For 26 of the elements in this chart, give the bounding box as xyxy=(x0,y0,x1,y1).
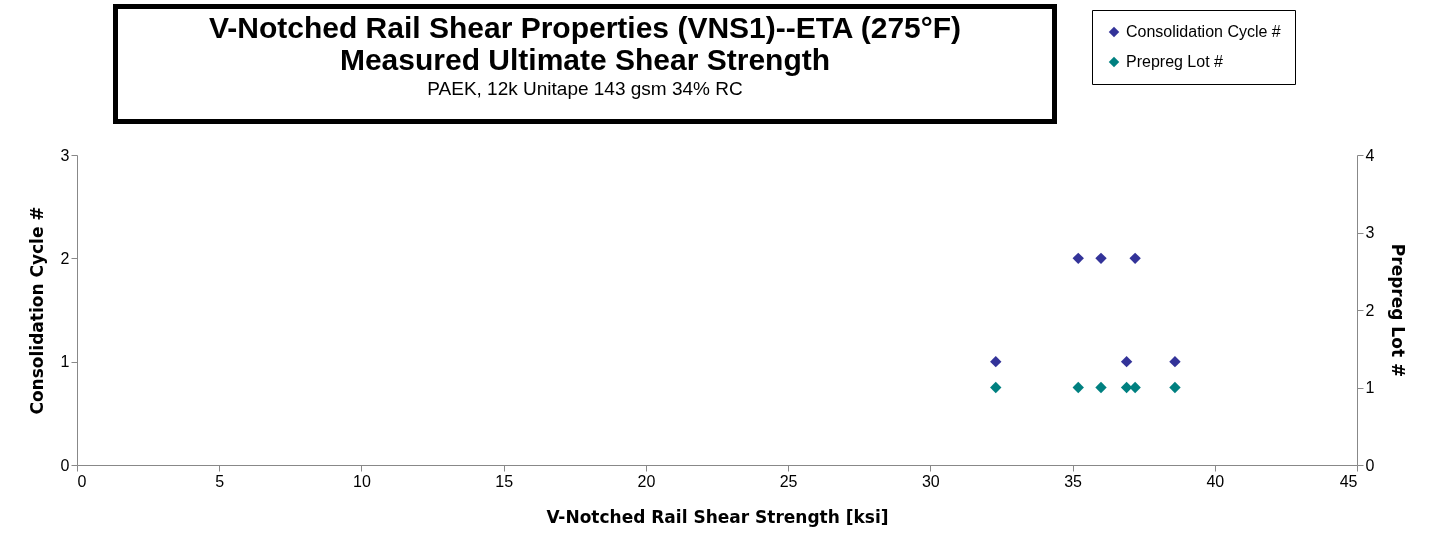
y-tick-label: 2 xyxy=(60,249,70,267)
x-tick-label: 20 xyxy=(637,472,656,490)
x-tick-label: 0 xyxy=(77,472,87,490)
x-tick-label: 40 xyxy=(1206,472,1225,490)
y2-tick-label: 0 xyxy=(1365,456,1375,474)
y2-tick-label: 1 xyxy=(1365,379,1375,396)
x-tick-label: 25 xyxy=(779,472,798,490)
y-axis-title: Consolidation Cycle # xyxy=(26,206,47,415)
legend-label: Prepreg Lot # xyxy=(1126,53,1224,70)
chart-subtitle: PAEK, 12k Unitape 143 gsm 34% RC xyxy=(426,78,744,100)
x-axis-title: V-Notched Rail Shear Strength [ksi] xyxy=(546,506,889,527)
y-tick-label: 1 xyxy=(60,353,70,371)
x-tick-label: 30 xyxy=(921,472,940,490)
x-tick-label: 15 xyxy=(495,472,514,490)
y2-axis-title: Prepreg Lot # xyxy=(1388,243,1409,378)
y-tick-label: 3 xyxy=(60,146,70,164)
legend-label: Consolidation Cycle # xyxy=(1126,23,1281,40)
y2-tick-label: 3 xyxy=(1365,224,1375,241)
chart-title: V-Notched Rail Shear Properties (VNS1)--ETA (275°F) Measured Ultimate Shear Strength xyxy=(207,11,963,76)
y2-tick-label: 2 xyxy=(1365,301,1375,319)
x-tick-label: 10 xyxy=(353,472,371,490)
x-tick-label: 45 xyxy=(1339,472,1358,490)
x-tick-label: 5 xyxy=(215,472,225,490)
y2-tick-label: 4 xyxy=(1365,146,1375,164)
y-tick-label: 0 xyxy=(60,456,70,474)
x-tick-label: 35 xyxy=(1064,472,1083,490)
